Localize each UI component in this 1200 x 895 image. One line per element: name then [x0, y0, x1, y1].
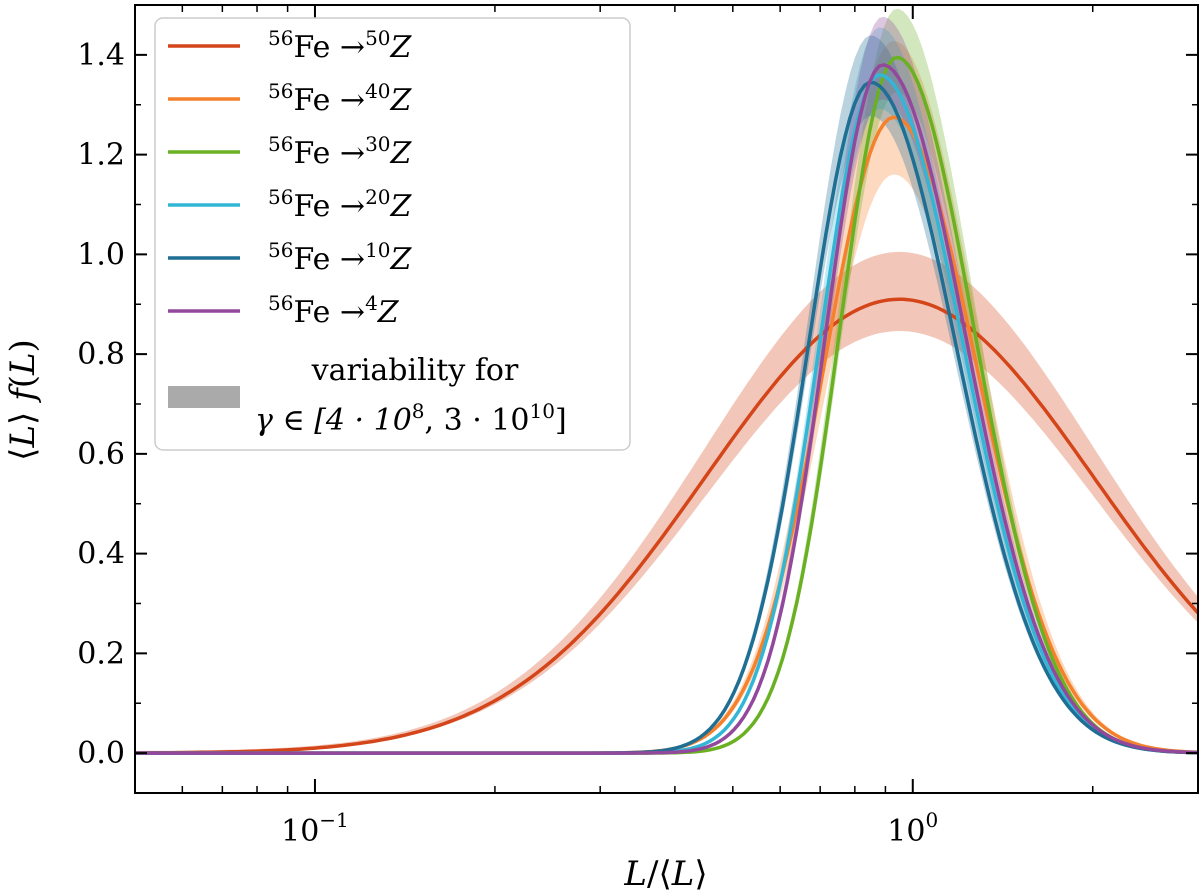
y-tick-label: 0.8 [77, 337, 125, 372]
legend-band-label-line1: variability for [311, 353, 519, 388]
line-series-5 [135, 63, 1199, 755]
y-tick-label: 0.2 [77, 636, 125, 671]
y-tick-label: 1.2 [77, 138, 125, 173]
band-series-4 [135, 35, 1198, 754]
x-tick-label: 100 [887, 808, 938, 849]
y-tick-label: 0.0 [77, 736, 125, 771]
legend: 56Fe →50Z 56Fe →40Z 56Fe →30Z 56Fe →20Z 56Fe… [154, 17, 631, 451]
legend-entry-label: 56Fe →10Z [268, 238, 413, 277]
legend-entry-label: 56Fe →40Z [268, 79, 413, 118]
legend-band-label-line2: γ ∈ [4 · 108, 3 · 1010] [255, 399, 567, 438]
x-axis-ticks: 10−1 100 [134, 5, 1199, 849]
legend-entry-label: 56Fe →30Z [268, 132, 413, 171]
y-tick-label: 1.4 [77, 38, 125, 73]
y-tick-label: 0.4 [77, 537, 125, 572]
legend-entry-label: 56Fe →20Z [268, 185, 413, 224]
legend-entry-label: 56Fe →4Z [268, 291, 400, 330]
y-tick-label: 1.0 [77, 237, 125, 272]
legend-entry-label: 56Fe →50Z [268, 26, 413, 65]
legend-entries: 56Fe →50Z 56Fe →40Z 56Fe →30Z 56Fe →20Z 56Fe… [168, 26, 413, 330]
x-axis-label: L/⟨L⟩ [623, 854, 707, 894]
plot-frame [134, 4, 1199, 794]
legend-band-swatch [168, 386, 240, 408]
legend-box [154, 17, 631, 451]
band-series-1 [135, 40, 1198, 754]
band-series-3 [135, 27, 1198, 754]
y-axis-ticks: 0.0 0.2 0.4 0.6 0.8 1.0 1.2 1.4 [77, 4, 1198, 771]
x-tick-label: 10−1 [281, 808, 349, 849]
y-tick-label: 0.6 [77, 437, 125, 472]
y-axis-label: ⟨L⟩ f(L) [3, 339, 43, 461]
series-lines [135, 55, 1200, 755]
line-series-0 [135, 297, 1200, 755]
